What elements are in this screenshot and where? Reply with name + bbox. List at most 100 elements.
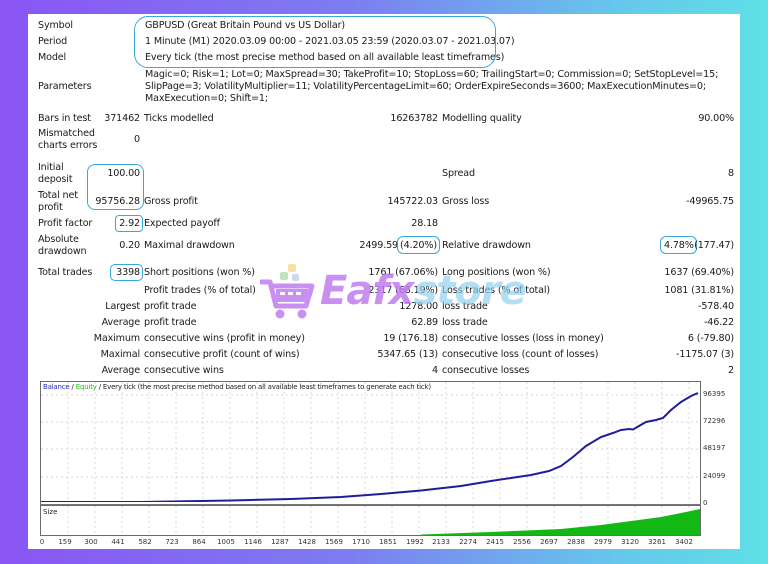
x-tick: 3402 [675,538,693,546]
x-tick: 1287 [271,538,289,546]
profit-factor-value: 2.92 [119,218,140,229]
y-tick: 0 [703,499,708,507]
profit-trades-label: Profit trades (% of total) [144,285,256,296]
modelling-quality-label: Modelling quality [442,113,522,124]
maximal-prefix: Maximal [100,349,140,360]
shopping-cart-icon [260,264,315,319]
maximum-loss-value: 6 (-79.80) [687,333,734,344]
x-tick: 3120 [621,538,639,546]
maximum-prefix: Maximum [93,333,140,344]
x-tick: 2274 [459,538,477,546]
chart-legend: Balance / Equity / Every tick (the most … [43,383,431,391]
period-label: Period [38,36,68,47]
symbol-label: Symbol [38,20,73,31]
legend-equity: Equity [75,383,97,391]
average-profit-label: profit trade [144,317,197,328]
parameters-label: Parameters [38,81,92,92]
mismatched-value: 0 [134,134,140,145]
x-tick: 1851 [379,538,397,546]
strategy-tester-report: Symbol GBPUSD (Great Britain Pound vs US… [28,14,740,549]
maximum-loss-label: consecutive losses (loss in money) [442,333,604,344]
mismatched-label-1: Mismatched [38,128,95,139]
relative-drawdown-pct: 4.78% [664,240,694,251]
initial-deposit-label-1: Initial [38,162,64,173]
x-tick: 864 [192,538,206,546]
spread-label: Spread [442,168,475,179]
relative-drawdown-value: (177.47) [694,240,734,251]
size-label: Size [43,508,58,516]
y-tick: 24099 [703,472,726,480]
profit-trades-value: 2317 (68.19%) [368,285,438,296]
average-consec-loss-label: consecutive losses [442,365,530,376]
average-consec-loss-value: 2 [728,365,734,376]
maximal-profit-value: 5347.65 (13) [377,349,438,360]
maximal-loss-label: consecutive loss (count of losses) [442,349,599,360]
maximal-profit-label: consecutive profit (count of wins) [144,349,300,360]
balance-chart: Balance / Equity / Every tick (the most … [40,381,701,506]
x-tick: 2133 [432,538,450,546]
short-positions-value: 1761 (67.06%) [368,267,438,278]
long-positions-value: 1637 (69.40%) [664,267,734,278]
mismatched-label-2: charts errors [38,140,98,151]
x-tick: 582 [138,538,152,546]
gross-loss-label: Gross loss [442,196,490,207]
average-consec-profit-label: consecutive wins [144,365,224,376]
highlight-relative-drawdown-pct [660,236,697,254]
loss-trades-label: Loss trades (% of total) [442,285,551,296]
relative-drawdown-label: Relative drawdown [442,240,531,251]
x-tick: 2556 [513,538,531,546]
x-tick: 1992 [406,538,424,546]
average-prefix: Average [101,317,141,328]
maximal-drawdown-label: Maximal drawdown [144,240,235,251]
highlight-symbol-period-model [134,16,496,68]
y-tick: 96395 [703,390,726,398]
model-value: Every tick (the most precise method base… [145,52,505,63]
legend-balance: Balance [43,383,70,391]
x-tick: 2838 [567,538,585,546]
x-tick: 2697 [540,538,558,546]
absolute-drawdown-label-1: Absolute [38,234,79,245]
absolute-drawdown-label-2: drawdown [38,246,87,257]
parameters-line-2: SlipPage=3; VolatilityMultiplier=11; Vol… [145,81,706,92]
short-positions-label: Short positions (won %) [144,267,255,278]
x-tick: 1710 [352,538,370,546]
largest-profit-value: 1278.00 [399,301,438,312]
average-consec-profit-value: 4 [432,365,438,376]
ticks-modelled-value: 16263782 [390,113,438,124]
x-tick: 159 [58,538,72,546]
gross-profit-value: 145722.03 [387,196,438,207]
highlight-total-trades [110,264,143,281]
absolute-drawdown-value: 0.20 [119,240,140,251]
x-tick: 1146 [244,538,262,546]
highlight-max-drawdown-pct [397,236,440,254]
period-value: 1 Minute (M1) 2020.03.09 00:00 - 2021.03… [145,36,515,47]
average-consec-prefix: Average [101,365,141,376]
x-tick: 1428 [298,538,316,546]
size-chart: Size [40,505,701,536]
y-tick: 48197 [703,444,726,452]
maximum-profit-label: consecutive wins (profit in money) [144,333,305,344]
spread-value: 8 [728,168,734,179]
average-loss-label: loss trade [442,317,488,328]
highlight-profit-factor [115,215,143,232]
y-tick: 72296 [703,417,726,425]
model-label: Model [38,52,67,63]
legend-description: Every tick (the most precise method base… [102,383,431,391]
maximal-drawdown-pct: (4.20%) [400,240,437,251]
loss-trades-value: 1081 (31.81%) [664,285,734,296]
balance-chart-plot [41,382,700,502]
x-tick: 3261 [648,538,666,546]
maximal-loss-value: -1175.07 (3) [676,349,734,360]
ticks-modelled-label: Ticks modelled [144,113,214,124]
initial-deposit-value: 100.00 [107,168,140,179]
largest-loss-label: loss trade [442,301,488,312]
largest-prefix: Largest [105,301,140,312]
x-tick: 723 [165,538,179,546]
eafxstore-watermark: Eafxstore [258,262,527,322]
total-trades-label: Total trades [38,267,93,278]
maximal-drawdown-value: 2499.59 [359,240,398,251]
x-tick: 2979 [594,538,612,546]
parameters-line-1: Magic=0; Risk=1; Lot=0; MaxSpread=30; Ta… [145,69,719,80]
total-net-profit-label-1: Total net [38,190,78,201]
long-positions-label: Long positions (won %) [442,267,551,278]
